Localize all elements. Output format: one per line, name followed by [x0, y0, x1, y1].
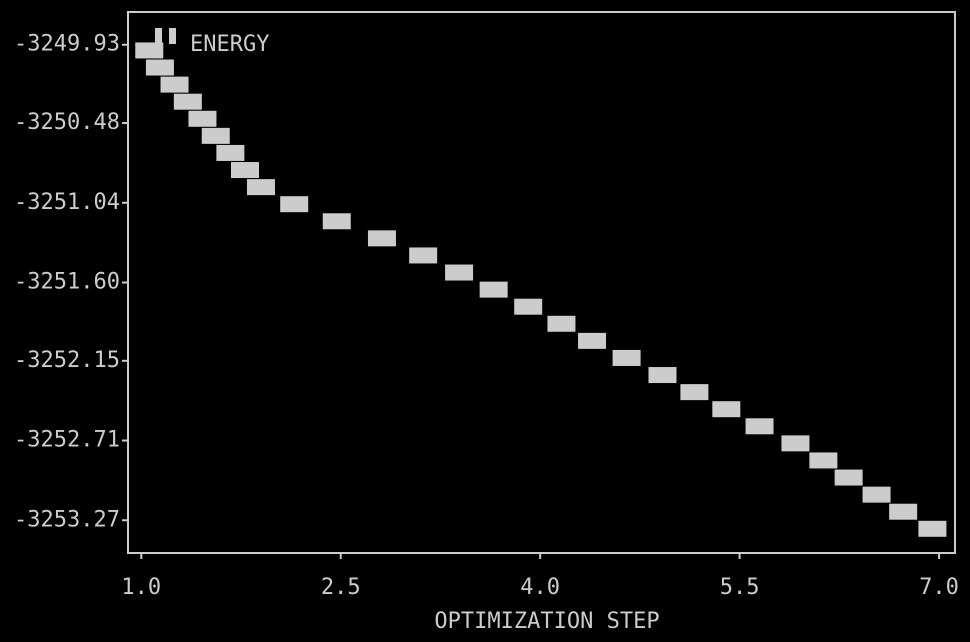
- data-point: [834, 469, 863, 486]
- y-tick-label: -3251.04: [14, 190, 120, 215]
- y-tick-label: -3252.71: [14, 428, 120, 453]
- legend-marker: [155, 28, 162, 44]
- data-point: [160, 76, 189, 93]
- data-point: [445, 264, 474, 281]
- data-point: [188, 110, 217, 127]
- data-point: [201, 127, 230, 144]
- legend-label: ENERGY: [190, 32, 269, 57]
- data-point: [145, 59, 174, 76]
- data-point: [479, 281, 508, 298]
- data-point: [216, 144, 245, 161]
- data-point: [680, 384, 709, 401]
- data-point: [280, 196, 309, 213]
- data-point: [745, 418, 774, 435]
- data-point: [889, 503, 918, 520]
- data-point: [578, 332, 607, 349]
- legend-marker: [169, 28, 176, 44]
- data-point: [612, 349, 641, 366]
- data-point: [367, 230, 396, 247]
- data-point: [514, 298, 543, 315]
- data-point: [322, 213, 351, 230]
- x-tick-label: 1.0: [121, 575, 161, 600]
- plot-frame: [127, 11, 956, 554]
- x-tick-label: 4.0: [520, 575, 560, 600]
- data-point: [173, 93, 202, 110]
- x-tick-label: 5.5: [720, 575, 760, 600]
- x-axis-label: OPTIMIZATION STEP: [434, 609, 659, 634]
- x-tick-label: 7.0: [919, 575, 959, 600]
- data-point: [918, 520, 947, 537]
- data-point: [135, 42, 164, 59]
- data-point: [809, 452, 838, 469]
- data-point: [712, 401, 741, 418]
- data-point: [547, 315, 576, 332]
- data-point: [231, 162, 260, 179]
- y-tick-label: -3250.48: [14, 110, 120, 135]
- y-tick-label: -3253.27: [14, 507, 120, 532]
- data-point: [648, 367, 677, 384]
- data-point: [862, 486, 891, 503]
- data-point: [409, 247, 438, 264]
- data-point: [246, 179, 275, 196]
- x-tick-label: 2.5: [321, 575, 361, 600]
- data-point: [781, 435, 810, 452]
- y-tick-label: -3251.60: [14, 270, 120, 295]
- y-tick-label: -3252.15: [14, 348, 120, 373]
- y-tick-label: -3249.93: [14, 32, 120, 57]
